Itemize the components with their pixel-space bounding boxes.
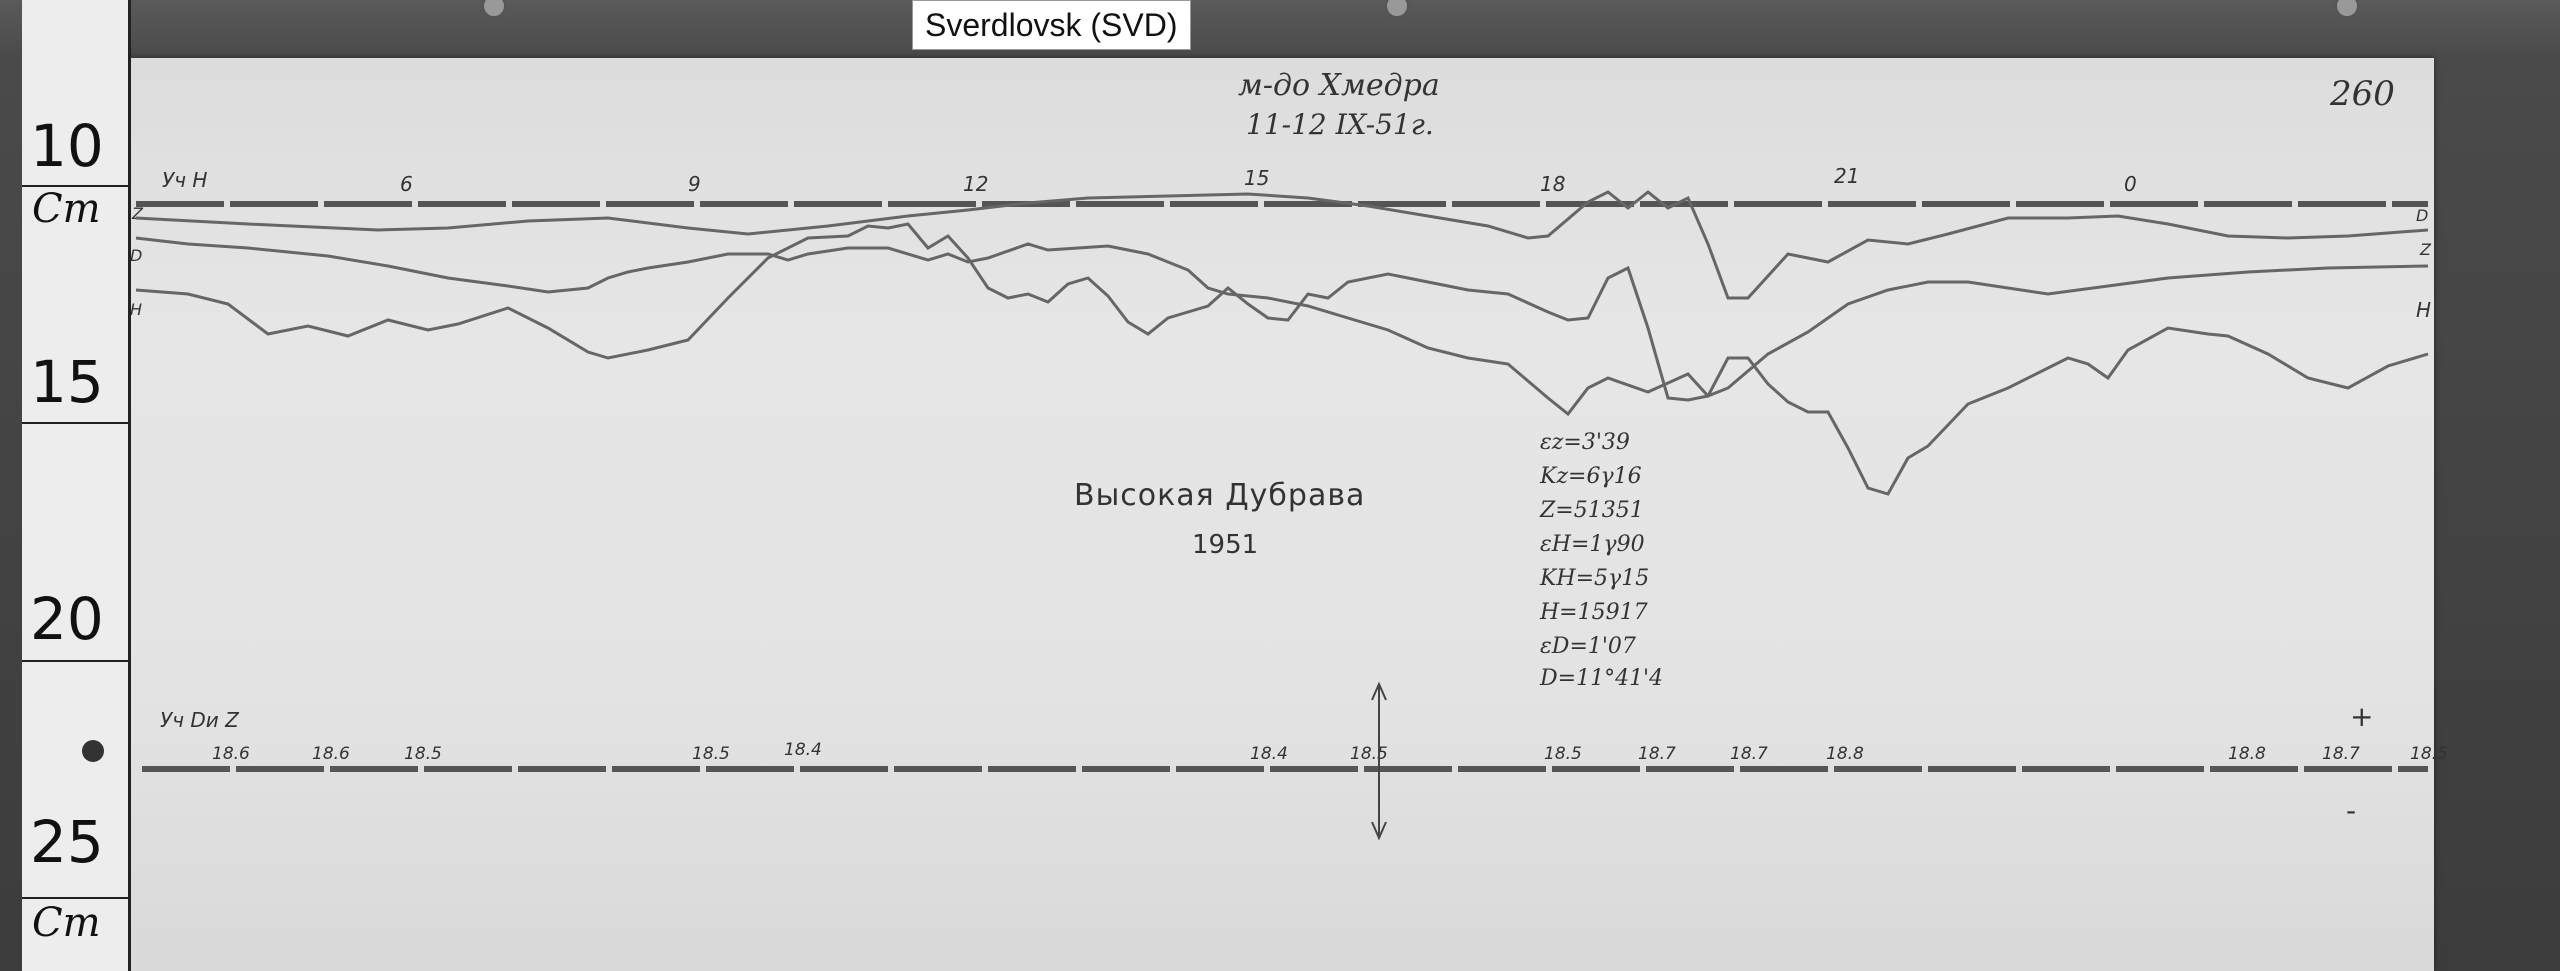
hour-label: 21 <box>1834 164 1860 188</box>
trace-h <box>135 222 2429 496</box>
ruler-tick <box>22 660 128 662</box>
time-axis-label: Уч Н <box>162 168 208 192</box>
scale-arrow-icon <box>1371 681 1387 841</box>
ruler-label: 25 <box>30 808 104 876</box>
curve-label-right: Z <box>2420 240 2431 259</box>
magnetogram-traces <box>135 190 2429 841</box>
curve-label-left: Z <box>132 204 143 223</box>
hour-label: 9 <box>688 172 701 196</box>
observatory-header: м-до Хмедра <box>1238 68 1440 103</box>
trace-z <box>135 190 2429 300</box>
constant-value: εz=3'39 <box>1540 430 1630 455</box>
hour-label: 12 <box>963 172 989 196</box>
ruler-label: 20 <box>30 585 104 653</box>
curve-label-right: D <box>2416 206 2429 225</box>
station-label: Sverdlovsk (SVD) <box>912 0 1191 50</box>
scale-plus-sign: + <box>2350 700 2374 733</box>
constant-value: εH=1γ90 <box>1540 532 1645 557</box>
temperature-label: 18.6 <box>312 744 350 764</box>
screw-icon <box>2335 0 2359 18</box>
screw-icon <box>482 0 506 18</box>
temperature-label: 18.5 <box>1544 744 1582 764</box>
ruler-unit: Cm <box>32 186 101 232</box>
magnetogram-sheet <box>128 58 2434 971</box>
station-name: Высокая Дубрава <box>1074 478 1366 513</box>
temperature-label: 18.4 <box>784 740 822 760</box>
station-year: 1951 <box>1192 530 1259 560</box>
scale-minus-sign: - <box>2346 794 2357 827</box>
hour-label: 0 <box>2124 172 2137 196</box>
ruler-hole-icon <box>82 740 104 762</box>
cm-ruler: 10 Cm 15 20 25 Cm <box>22 0 131 971</box>
hour-label: 6 <box>400 172 413 196</box>
screw-icon <box>1385 0 1409 18</box>
temperature-label: 18.8 <box>2228 744 2266 764</box>
curve-label-left: D <box>130 246 143 265</box>
temperature-label: 18.7 <box>2322 744 2360 764</box>
temperature-label: 18.5 <box>404 744 442 764</box>
constant-value: D=11°41'4 <box>1540 666 1664 691</box>
curve-label-right: H <box>2416 298 2432 322</box>
hour-label: 15 <box>1244 166 1270 190</box>
constant-value: εD=1'07 <box>1540 634 1636 659</box>
temperature-label: 18.5 <box>692 744 730 764</box>
temperature-label: 18.7 <box>1638 744 1676 764</box>
date-header: 11-12 IX-51г. <box>1246 108 1434 141</box>
temperature-label: 18.5 <box>2410 744 2448 764</box>
temperature-label: 18.6 <box>212 744 250 764</box>
ruler-unit: Cm <box>32 900 101 946</box>
temperature-label: 18.8 <box>1826 744 1864 764</box>
trace-d <box>135 236 2429 417</box>
temperature-label: 18.4 <box>1250 744 1288 764</box>
temperature-label: 18.7 <box>1730 744 1768 764</box>
curve-label-left: H <box>130 300 143 319</box>
constant-value: KH=5γ15 <box>1540 566 1650 591</box>
ruler-tick <box>22 422 128 424</box>
constant-value: H=15917 <box>1540 600 1648 625</box>
constant-value: Kz=6γ16 <box>1540 464 1642 489</box>
hour-label: 18 <box>1540 172 1566 196</box>
ruler-tick <box>22 897 128 899</box>
ruler-label: 15 <box>30 348 104 416</box>
sheet-number: 260 <box>2330 74 2395 114</box>
ruler-tick <box>22 185 128 187</box>
ruler-label: 10 <box>30 112 104 180</box>
temp-axis-label: Уч Dи Z <box>160 708 239 732</box>
constant-value: Z=51351 <box>1540 498 1644 523</box>
